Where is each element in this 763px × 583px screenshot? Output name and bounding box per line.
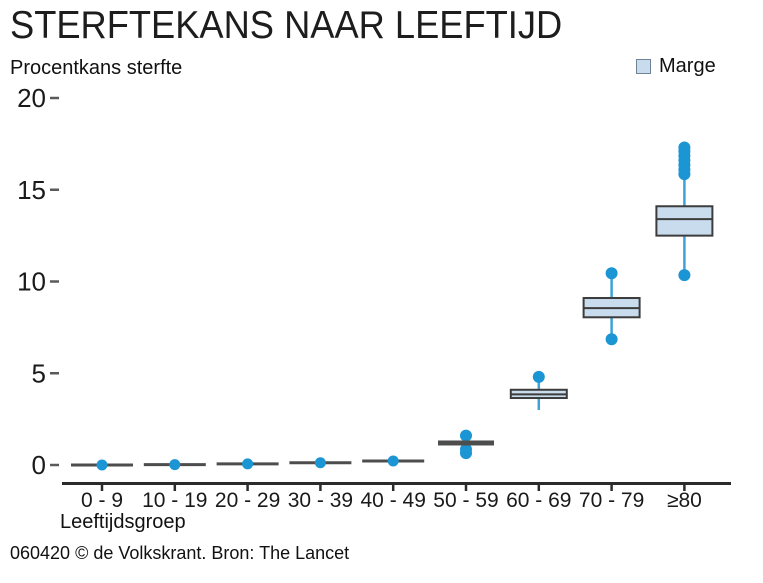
- data-dot: [678, 141, 691, 154]
- legend-swatch-marge: [636, 59, 651, 74]
- x-tick-label: 30 - 39: [288, 489, 353, 512]
- y-tick-label: 10: [17, 267, 46, 297]
- median-bar: [438, 440, 494, 446]
- x-tick-label: 20 - 29: [215, 489, 280, 512]
- x-tick-label: 40 - 49: [361, 489, 426, 512]
- data-dot: [678, 269, 691, 282]
- boxplot-group: [216, 458, 279, 470]
- data-dot: [242, 458, 254, 470]
- boxplot-group: [655, 141, 714, 282]
- data-dot: [387, 455, 399, 467]
- page-title: STERFTEKANS NAAR LEEFTIJD: [10, 4, 563, 47]
- y-tick-label: 5: [32, 358, 46, 388]
- data-dot: [314, 457, 326, 469]
- x-tick-label: 60 - 69: [506, 489, 571, 512]
- data-dot: [460, 429, 472, 442]
- data-dot: [605, 333, 618, 346]
- data-dot: [96, 459, 108, 471]
- x-tick-label: 50 - 59: [433, 489, 498, 512]
- credit-line: 060420 © de Volkskrant. Bron: The Lancet: [10, 543, 350, 563]
- data-dot: [169, 459, 181, 471]
- boxplot-group: [582, 267, 641, 346]
- x-tick-label: ≥80: [667, 489, 702, 512]
- boxplot-group: [71, 459, 133, 471]
- boxplot-group: [362, 455, 425, 467]
- box: [655, 205, 714, 237]
- y-tick-label: 15: [17, 175, 46, 205]
- data-dot: [460, 443, 472, 456]
- x-tick-label: 0 - 9: [81, 489, 123, 512]
- y-tick-label: 20: [17, 83, 46, 113]
- data-dot: [532, 370, 545, 383]
- x-tick-label: 10 - 19: [142, 489, 207, 512]
- boxplot-group: [289, 457, 352, 469]
- legend: Marge: [636, 55, 716, 78]
- boxplot-group: [509, 370, 568, 410]
- boxplot-group: [143, 459, 206, 471]
- boxplot-group: [438, 429, 494, 460]
- x-axis-title: Leeftijdsgroep: [60, 511, 186, 533]
- data-dot: [605, 267, 618, 280]
- y-axis-title: Procentkans sterfte: [10, 57, 183, 79]
- x-tick-label: 70 - 79: [579, 489, 644, 512]
- legend-label: Marge: [659, 55, 716, 77]
- y-tick-label: 0: [32, 450, 46, 480]
